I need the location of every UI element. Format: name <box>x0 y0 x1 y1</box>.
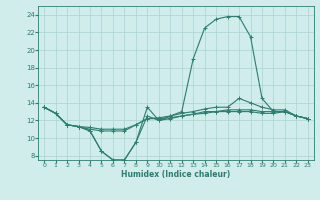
X-axis label: Humidex (Indice chaleur): Humidex (Indice chaleur) <box>121 170 231 179</box>
